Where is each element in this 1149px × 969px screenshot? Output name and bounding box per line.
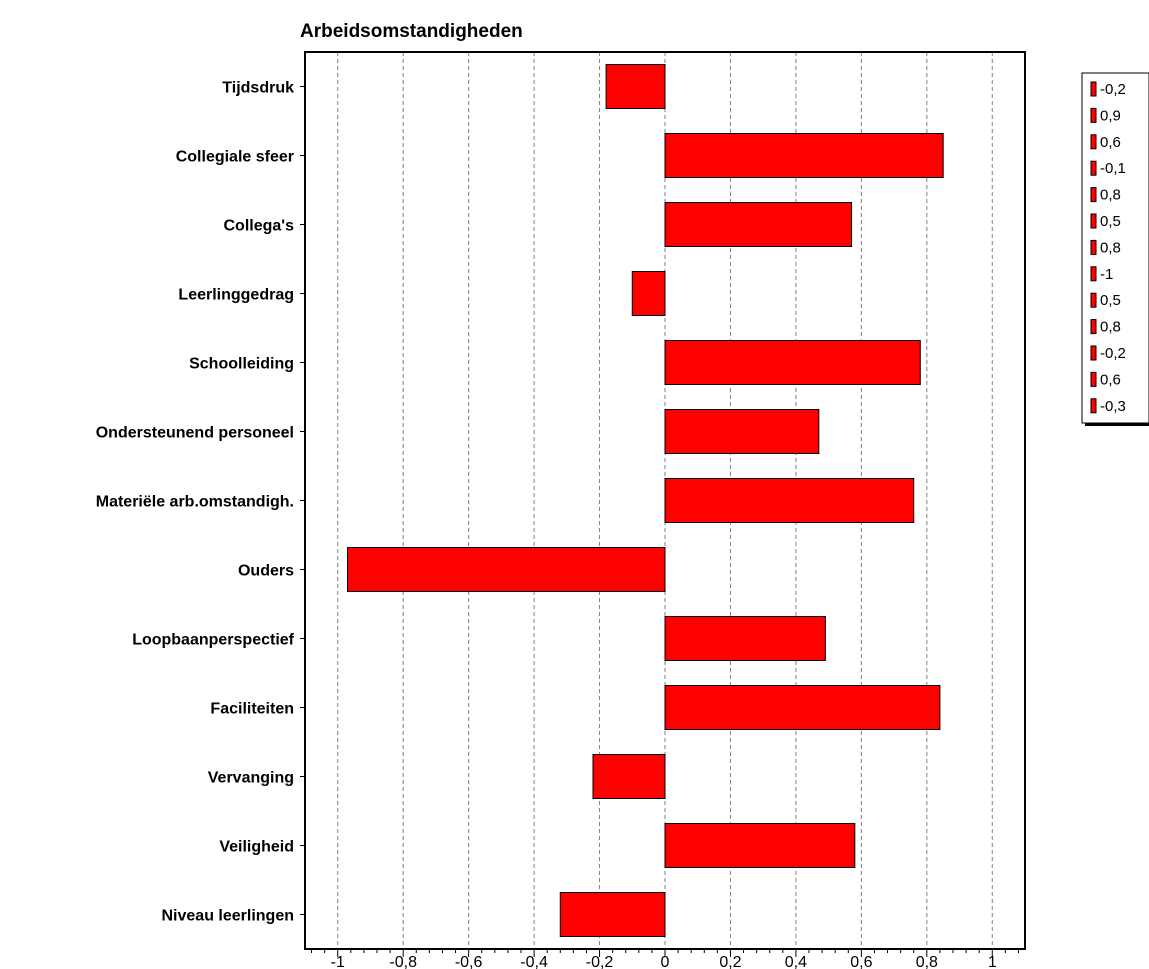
legend-label: -0,3 [1100,398,1126,415]
legend-swatch [1090,213,1097,229]
category-label: Loopbaanperspectief [132,632,294,649]
value-tick-label: 0,2 [719,954,741,969]
value-tick-label: -0,4 [520,954,548,969]
bar [664,409,820,454]
legend-label: 0,6 [1100,371,1121,388]
category-label: Materiële arb.omstandigh. [96,494,294,511]
bar [664,133,944,178]
category-label: Tijdsdruk [222,80,294,97]
category-label: Ondersteunend personeel [96,425,294,442]
category-label: Collegiale sfeer [176,149,294,166]
legend-swatch [1090,107,1097,123]
chart-title: Arbeidsomstandigheden [300,21,523,42]
legend-swatch [1090,187,1097,203]
value-tick-label: -0,6 [455,954,483,969]
legend-swatch [1090,319,1097,335]
category-label: Collega's [224,218,295,235]
legend-swatch [1090,239,1097,255]
category-label: Faciliteiten [210,701,294,718]
category-label: Ouders [238,563,294,580]
legend-label: 0,6 [1100,134,1121,151]
category-label: Vervanging [208,770,294,787]
value-tick-label: -0,2 [586,954,614,969]
bar [559,892,666,937]
legend-swatch [1090,134,1097,150]
legend-label: 0,8 [1100,187,1121,204]
bar [664,340,921,385]
value-tick-label: 0,8 [916,954,938,969]
value-tick-label: 1 [988,954,997,969]
category-axis: Tijdsdruk Collegiale sfeer Collega's Leerli… [96,80,305,925]
bars [347,64,944,937]
bar [664,616,826,661]
bar [664,823,856,868]
bar [592,754,666,799]
legend-label: 0,8 [1100,319,1121,336]
bar [605,64,666,109]
bar [664,685,941,730]
legend-swatch [1090,266,1097,282]
category-label: Veiligheid [219,839,294,856]
legend-label: -0,1 [1100,160,1126,177]
value-tick-label: -0,8 [389,954,417,969]
category-label: Leerlinggedrag [178,287,294,304]
legend-swatch [1090,160,1097,176]
legend-label: 0,5 [1100,213,1121,230]
category-label: Schoolleiding [189,356,294,373]
legend-swatch [1090,81,1097,97]
bar [664,478,915,523]
legend-swatch [1090,398,1097,414]
legend-label: -0,2 [1100,345,1126,362]
value-tick-label: -1 [331,954,345,969]
value-tick-label: 0,6 [850,954,872,969]
bar [664,202,853,247]
legend-swatch [1090,345,1097,361]
legend-label: 0,8 [1100,239,1121,256]
legend-swatch [1090,371,1097,387]
legend: -0,2 0,9 0,6 -0,1 0,8 0,5 0,8 -1 0,5 0,8 -0,2 0,6 -0… [1081,72,1149,426]
legend-label: 0,5 [1100,292,1121,309]
legend-label: -0,2 [1100,81,1126,98]
value-axis: -1 -0,8 -0,6 -0,4 -0,2 0 0,2 0,4 0,6 0,8 1 [311,949,1019,969]
legend-label: 0,9 [1100,107,1121,124]
legend-swatch [1090,292,1097,308]
legend-box [1081,72,1149,424]
legend-label: -1 [1100,266,1113,283]
category-label: Niveau leerlingen [162,908,295,925]
bar [631,271,666,316]
bar [347,547,666,592]
value-tick-label: 0 [661,954,670,969]
value-tick-label: 0,4 [785,954,807,969]
